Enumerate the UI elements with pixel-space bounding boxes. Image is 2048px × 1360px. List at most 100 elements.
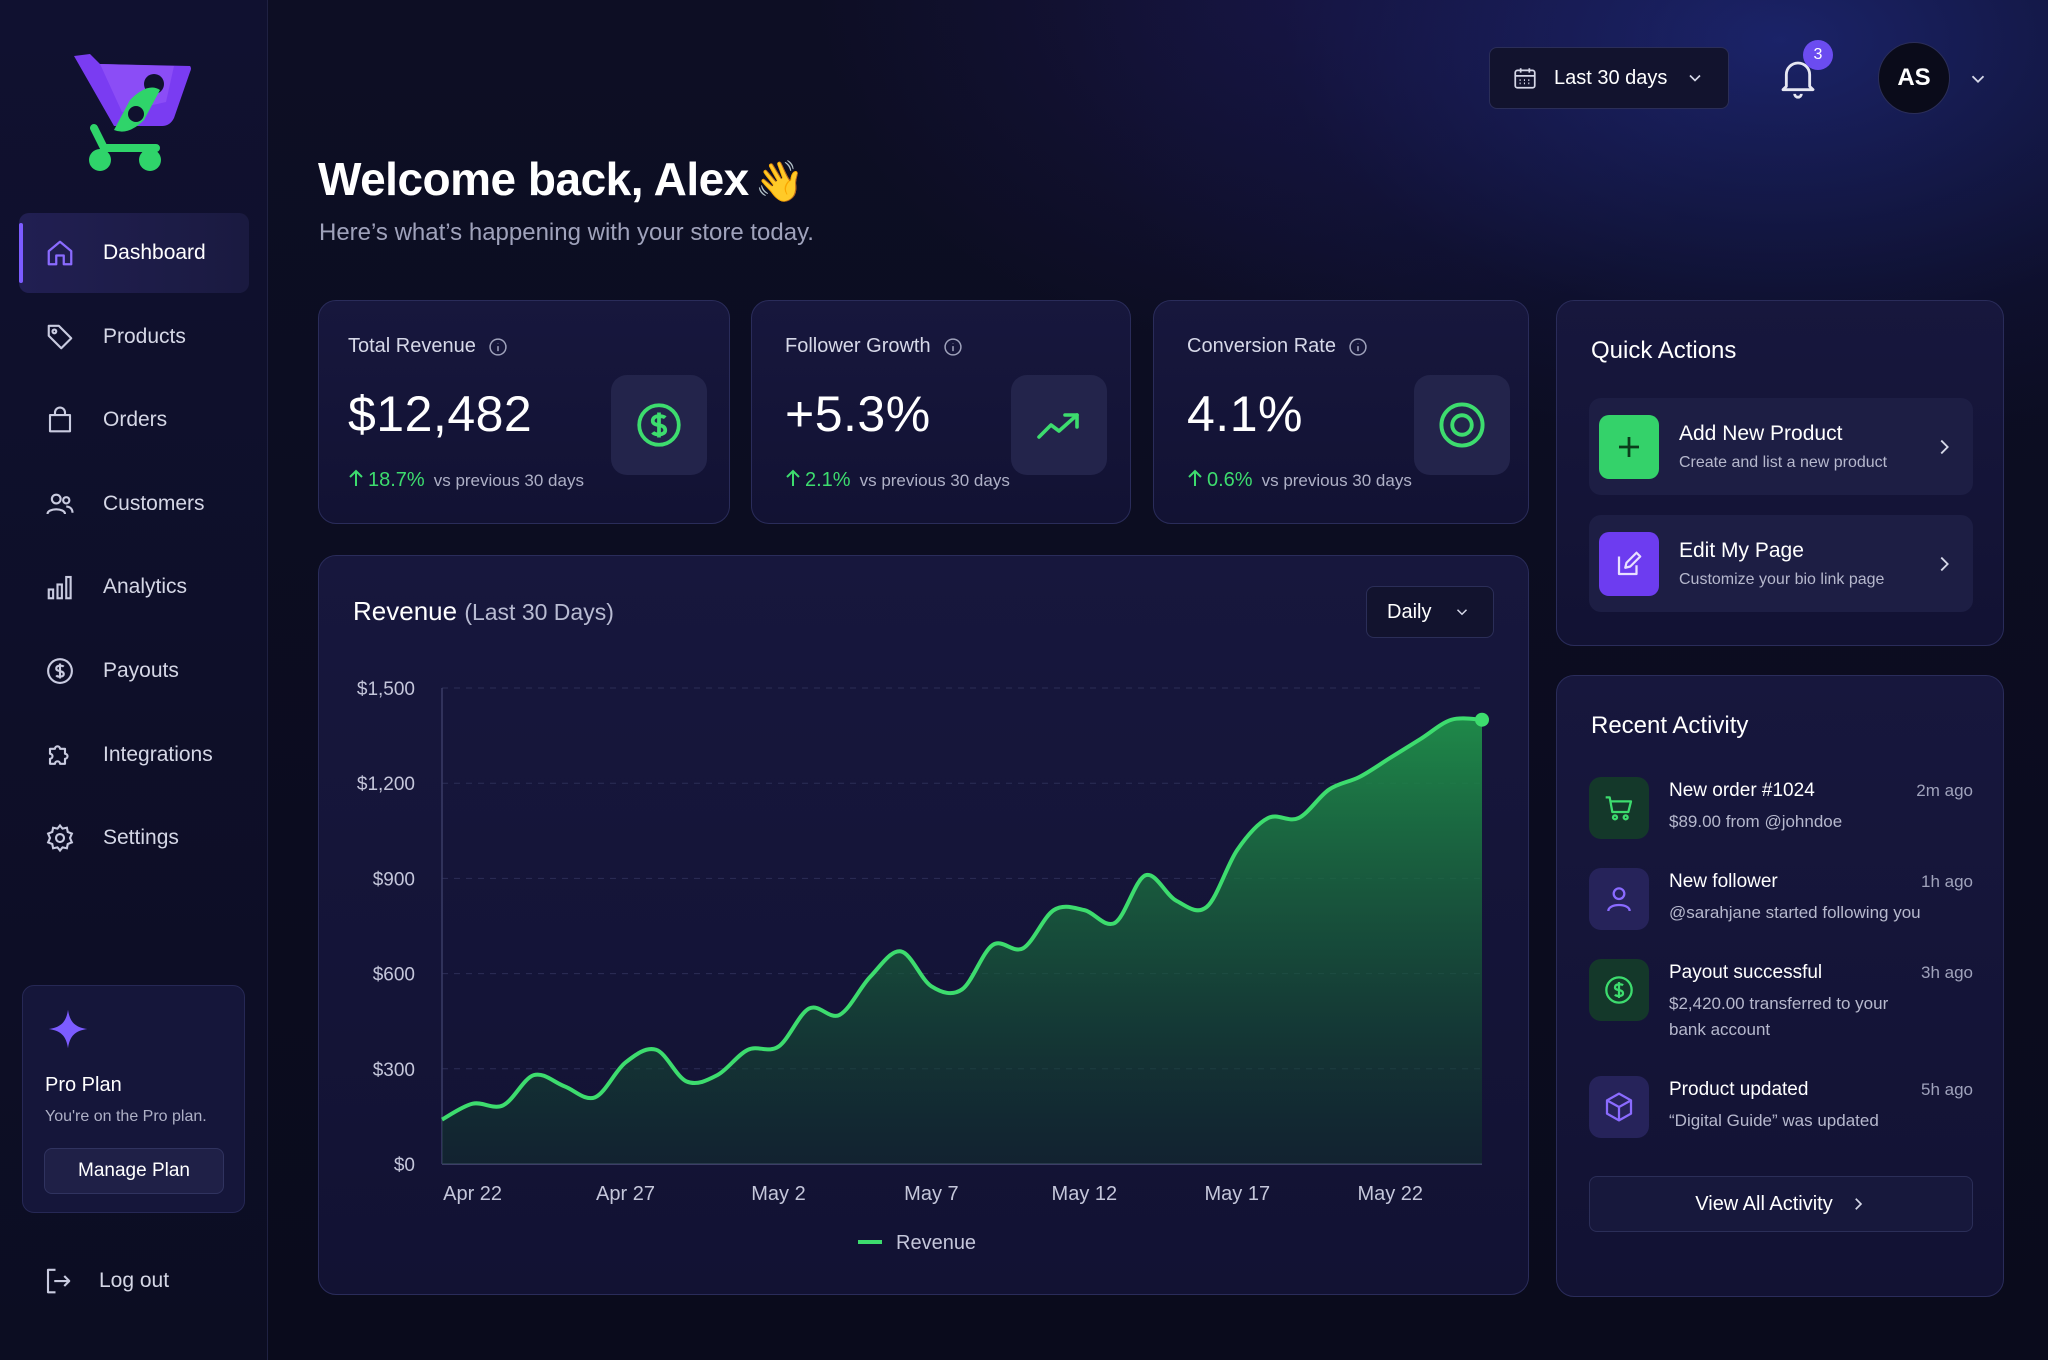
recent-activity-title: Recent Activity xyxy=(1591,712,1749,739)
add-new-product-button[interactable]: Add New Product Create and list a new pr… xyxy=(1589,398,1973,495)
activity-title: Payout successful xyxy=(1669,962,1823,983)
sidebar-item-products[interactable]: Products xyxy=(19,297,249,377)
stat-card-follower-growth: Follower Growth +5.3% 2.1% vs previous 3… xyxy=(751,300,1131,524)
user-icon xyxy=(1589,868,1649,930)
stat-compare-text: vs previous 30 days xyxy=(1261,470,1412,490)
chevron-right-icon xyxy=(1933,436,1955,458)
activity-title: Product updated xyxy=(1669,1079,1809,1100)
chart-title-main: Revenue xyxy=(353,596,458,626)
activity-subtitle: $2,420.00 transferred to your bank accou… xyxy=(1669,994,1889,1039)
view-all-activity-button[interactable]: View All Activity xyxy=(1589,1176,1973,1232)
tag-icon xyxy=(43,320,77,354)
info-icon[interactable] xyxy=(488,337,508,357)
wave-emoji: 👋 xyxy=(754,160,805,204)
stat-value: +5.3% xyxy=(785,386,931,442)
stat-change: 18.7% vs previous 30 days xyxy=(348,469,584,492)
revenue-chart-card: Revenue (Last 30 Days) Daily $0 $300 $600 $… xyxy=(318,555,1529,1295)
y-tick-label: $300 xyxy=(373,1060,415,1081)
sidebar-item-label: Orders xyxy=(103,408,168,432)
sidebar-item-label: Settings xyxy=(103,826,179,850)
gear-icon xyxy=(43,821,77,855)
view-all-label: View All Activity xyxy=(1695,1192,1833,1215)
quick-actions-card: Quick Actions Add New Product Create and… xyxy=(1556,300,2004,646)
stat-change: 0.6% vs previous 30 days xyxy=(1187,469,1412,492)
x-tick-label: May 7 xyxy=(904,1183,958,1205)
avatar[interactable]: AS xyxy=(1878,42,1950,114)
qa-title: Add New Product xyxy=(1679,421,1843,445)
home-icon xyxy=(43,236,77,270)
sidebar-item-analytics[interactable]: Analytics xyxy=(19,547,249,627)
sidebar-item-label: Dashboard xyxy=(103,241,206,264)
cart-icon xyxy=(1589,777,1649,839)
box-icon xyxy=(1589,1076,1649,1138)
arrow-up-icon xyxy=(1187,469,1203,492)
chevron-down-icon xyxy=(1453,603,1471,621)
notification-bell-icon[interactable] xyxy=(1778,56,1818,100)
stat-change-percent: 18.7% xyxy=(368,469,425,491)
x-tick-label: May 2 xyxy=(751,1183,805,1205)
chevron-right-icon xyxy=(1933,553,1955,575)
recent-activity-card: Recent Activity New order #1024 $89.00 f… xyxy=(1556,675,2004,1297)
list-item[interactable]: New order #1024 $89.00 from @johndoe 2m … xyxy=(1589,777,1973,839)
stat-label-text: Total Revenue xyxy=(348,335,476,357)
date-range-label: Last 30 days xyxy=(1554,66,1668,89)
arrow-up-icon xyxy=(348,469,364,492)
bar-chart-icon xyxy=(43,570,77,604)
sidebar-item-label: Analytics xyxy=(103,575,188,599)
sidebar-item-settings[interactable]: Settings xyxy=(19,798,249,878)
manage-plan-button[interactable]: Manage Plan xyxy=(44,1148,224,1194)
sidebar-item-integrations[interactable]: Integrations xyxy=(19,715,249,795)
y-tick-label: $1,500 xyxy=(357,679,415,700)
list-item[interactable]: Product updated “Digital Guide” was upda… xyxy=(1589,1076,1973,1138)
plus-icon xyxy=(1599,414,1659,479)
stat-change-percent: 2.1% xyxy=(805,469,851,491)
page-title: Welcome back, Alex 👋 xyxy=(318,152,805,206)
logout-button[interactable]: Log out xyxy=(43,1266,169,1296)
dollar-circle-icon xyxy=(611,375,707,475)
revenue-area xyxy=(442,718,1482,1164)
sidebar-item-orders[interactable]: Orders xyxy=(19,380,249,460)
logout-label: Log out xyxy=(99,1269,170,1292)
list-item[interactable]: New follower @sarahjane started followin… xyxy=(1589,868,1973,930)
stat-label-text: Conversion Rate xyxy=(1187,335,1336,357)
list-item[interactable]: Payout successful $2,420.00 transferred … xyxy=(1589,959,1973,1049)
chevron-right-icon xyxy=(1849,1195,1867,1213)
granularity-dropdown[interactable]: Daily xyxy=(1366,586,1494,638)
plan-title: Pro Plan xyxy=(45,1074,122,1096)
y-tick-label: $600 xyxy=(373,965,415,986)
date-range-dropdown[interactable]: Last 30 days xyxy=(1489,47,1729,109)
cart-logo-icon[interactable] xyxy=(70,52,194,174)
stat-card-conversion-rate: Conversion Rate 4.1% 0.6% vs previous 30… xyxy=(1153,300,1529,524)
activity-time: 3h ago xyxy=(1921,963,1973,982)
sidebar-item-customers[interactable]: Customers xyxy=(19,464,249,544)
notification-count-badge: 3 xyxy=(1803,40,1833,70)
activity-title: New follower xyxy=(1669,871,1778,892)
stat-card-total-revenue: Total Revenue $12,482 18.7% vs previous … xyxy=(318,300,730,524)
x-tick-label: May 12 xyxy=(1052,1183,1118,1205)
welcome-text: Welcome back, Alex xyxy=(318,153,749,205)
shopping-bag-icon xyxy=(43,403,77,437)
pro-plan-card: Pro Plan You're on the Pro plan. Manage … xyxy=(22,985,245,1213)
sidebar-item-payouts[interactable]: Payouts xyxy=(19,631,249,711)
stat-value: $12,482 xyxy=(348,386,533,442)
activity-subtitle: “Digital Guide” was updated xyxy=(1669,1111,1879,1130)
info-icon[interactable] xyxy=(943,337,963,357)
sidebar-item-dashboard[interactable]: Dashboard xyxy=(19,213,249,293)
activity-time: 5h ago xyxy=(1921,1080,1973,1099)
edit-my-page-button[interactable]: Edit My Page Customize your bio link pag… xyxy=(1589,515,1973,612)
logout-icon xyxy=(43,1266,73,1296)
revenue-chart: $0 $300 $600 $900 $1,200 $1,500 Apr 22 Apr 27 Ma… xyxy=(357,679,1489,1254)
trend-up-icon xyxy=(1011,375,1107,475)
granularity-label: Daily xyxy=(1387,600,1432,623)
activity-subtitle: $89.00 from @johndoe xyxy=(1669,812,1843,831)
info-icon[interactable] xyxy=(1348,337,1368,357)
chevron-down-icon[interactable] xyxy=(1967,68,1989,95)
dollar-circle-icon xyxy=(1589,959,1649,1021)
calendar-icon xyxy=(1512,65,1538,91)
stat-compare-text: vs previous 30 days xyxy=(433,470,584,490)
chart-title: Revenue (Last 30 Days) xyxy=(353,596,614,627)
page-subtitle: Here’s what’s happening with your store … xyxy=(319,219,814,246)
dollar-circle-icon xyxy=(43,654,77,688)
stat-compare-text: vs previous 30 days xyxy=(859,470,1010,490)
y-tick-label: $0 xyxy=(394,1155,415,1176)
